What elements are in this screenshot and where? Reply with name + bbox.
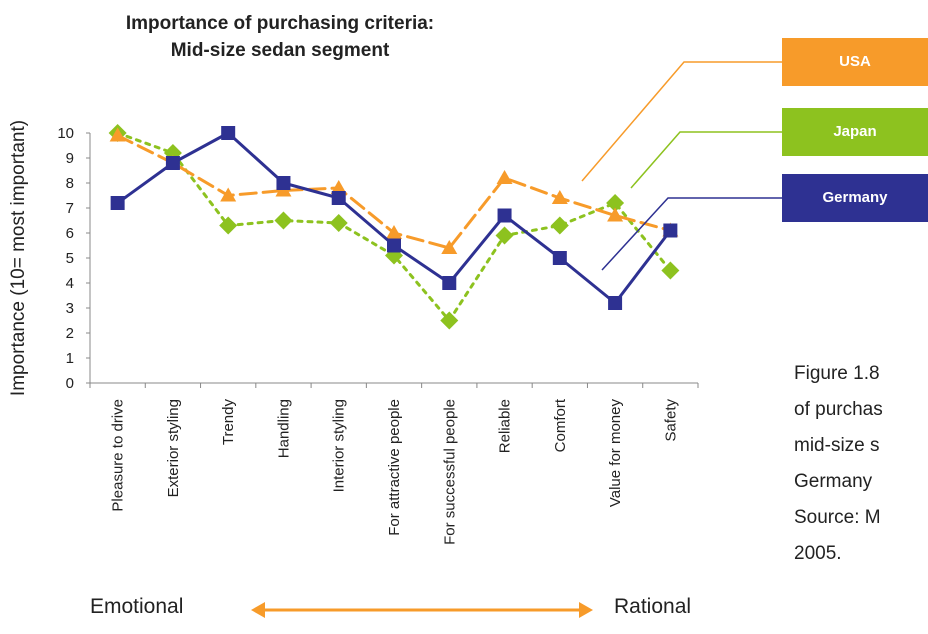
point-japan-for-successful-people [440, 311, 459, 330]
point-germany-reliable [497, 208, 512, 223]
series-usa [109, 127, 679, 254]
y-tick-label: 5 [66, 250, 74, 267]
leader-line-germany [601, 197, 782, 271]
point-usa-pleasure-to-drive [109, 127, 126, 142]
series-germany [110, 126, 678, 310]
x-tick-label-exterior-styling: Exterior styling [165, 399, 182, 497]
point-japan-reliable [495, 226, 514, 245]
x-tick-label-comfort: Comfort [552, 398, 569, 452]
point-usa-for-successful-people [441, 240, 458, 254]
figure-caption: Figure 1.8 of purchas mid-size s Germany… [794, 356, 928, 572]
point-japan-trendy [219, 216, 238, 235]
point-germany-value-for-money [608, 296, 623, 310]
x-tick-label-for-attractive-people: For attractive people [386, 399, 403, 536]
caption-line-2: of purchas [794, 399, 883, 420]
x-tick-label-interior-styling: Interior styling [331, 399, 348, 492]
x-tick-label-trendy: Trendy [220, 399, 237, 446]
point-germany-for-successful-people [442, 276, 457, 290]
point-germany-exterior-styling [165, 156, 180, 170]
point-usa-value-for-money [607, 207, 624, 222]
x-tick-label-for-successful-people: For successful people [441, 399, 458, 545]
chart-title: Importance of purchasing criteria: Mid-s… [100, 10, 460, 64]
x-tick-label-handling: Handling [275, 399, 292, 458]
caption-line-4: Germany [794, 471, 873, 492]
x-tick-label-reliable: Reliable [497, 399, 514, 453]
point-japan-safety [661, 261, 680, 280]
y-tick-label: 6 [66, 225, 74, 242]
point-usa-for-attractive-people [386, 225, 402, 239]
point-usa-comfort [551, 190, 568, 204]
emotional-label: Emotional [90, 595, 184, 618]
arrowhead-right [579, 602, 593, 618]
caption-line-5: Source: M [794, 507, 881, 528]
leader-line-usa [581, 61, 782, 182]
point-japan-handling [274, 211, 293, 230]
rational-label: Rational [614, 595, 692, 618]
point-usa-trendy [220, 187, 237, 202]
point-germany-pleasure-to-drive [110, 196, 125, 210]
legend-japan: Japan [782, 108, 928, 156]
chart-title-line-2: Mid-size sedan segment [170, 40, 390, 61]
point-japan-comfort [550, 216, 569, 235]
point-usa-interior-styling [330, 180, 347, 194]
caption-line-3: mid-size s [794, 435, 880, 456]
x-tick-label-pleasure-to-drive: Pleasure to drive [110, 399, 127, 512]
point-germany-for-attractive-people [387, 238, 401, 253]
y-tick-label: 4 [66, 275, 74, 292]
y-tick-label: 0 [66, 375, 74, 392]
caption-line-6: 2005. [794, 543, 842, 564]
y-tick-label: 9 [66, 150, 74, 167]
legend-usa: USA [782, 38, 928, 86]
point-usa-reliable [496, 170, 513, 184]
point-germany-safety [663, 223, 678, 238]
point-japan-value-for-money [606, 194, 625, 212]
leader-line-japan [630, 131, 782, 189]
y-tick-label: 1 [66, 350, 74, 367]
y-axis-label: Importance (10= most important) [8, 120, 29, 396]
y-tick-label: 10 [57, 125, 74, 142]
arrowhead-left [251, 602, 265, 618]
y-tick-label: 7 [66, 200, 74, 217]
point-japan-interior-styling [329, 214, 348, 232]
x-tick-label-safety: Safety [662, 399, 679, 442]
y-tick-label: 8 [66, 175, 74, 192]
y-tick-label: 3 [66, 300, 74, 317]
chart-title-line-1: Importance of purchasing criteria: [125, 13, 435, 34]
caption-line-1: Figure 1.8 [794, 363, 880, 384]
point-germany-handling [276, 176, 291, 190]
series-line-germany [116, 131, 672, 305]
legend-germany: Germany [782, 174, 928, 222]
point-germany-interior-styling [331, 191, 346, 205]
x-tick-label-value-for-money: Value for money [607, 399, 624, 508]
y-tick-label: 2 [66, 325, 74, 342]
point-germany-trendy [221, 126, 236, 140]
point-germany-comfort [552, 251, 567, 265]
